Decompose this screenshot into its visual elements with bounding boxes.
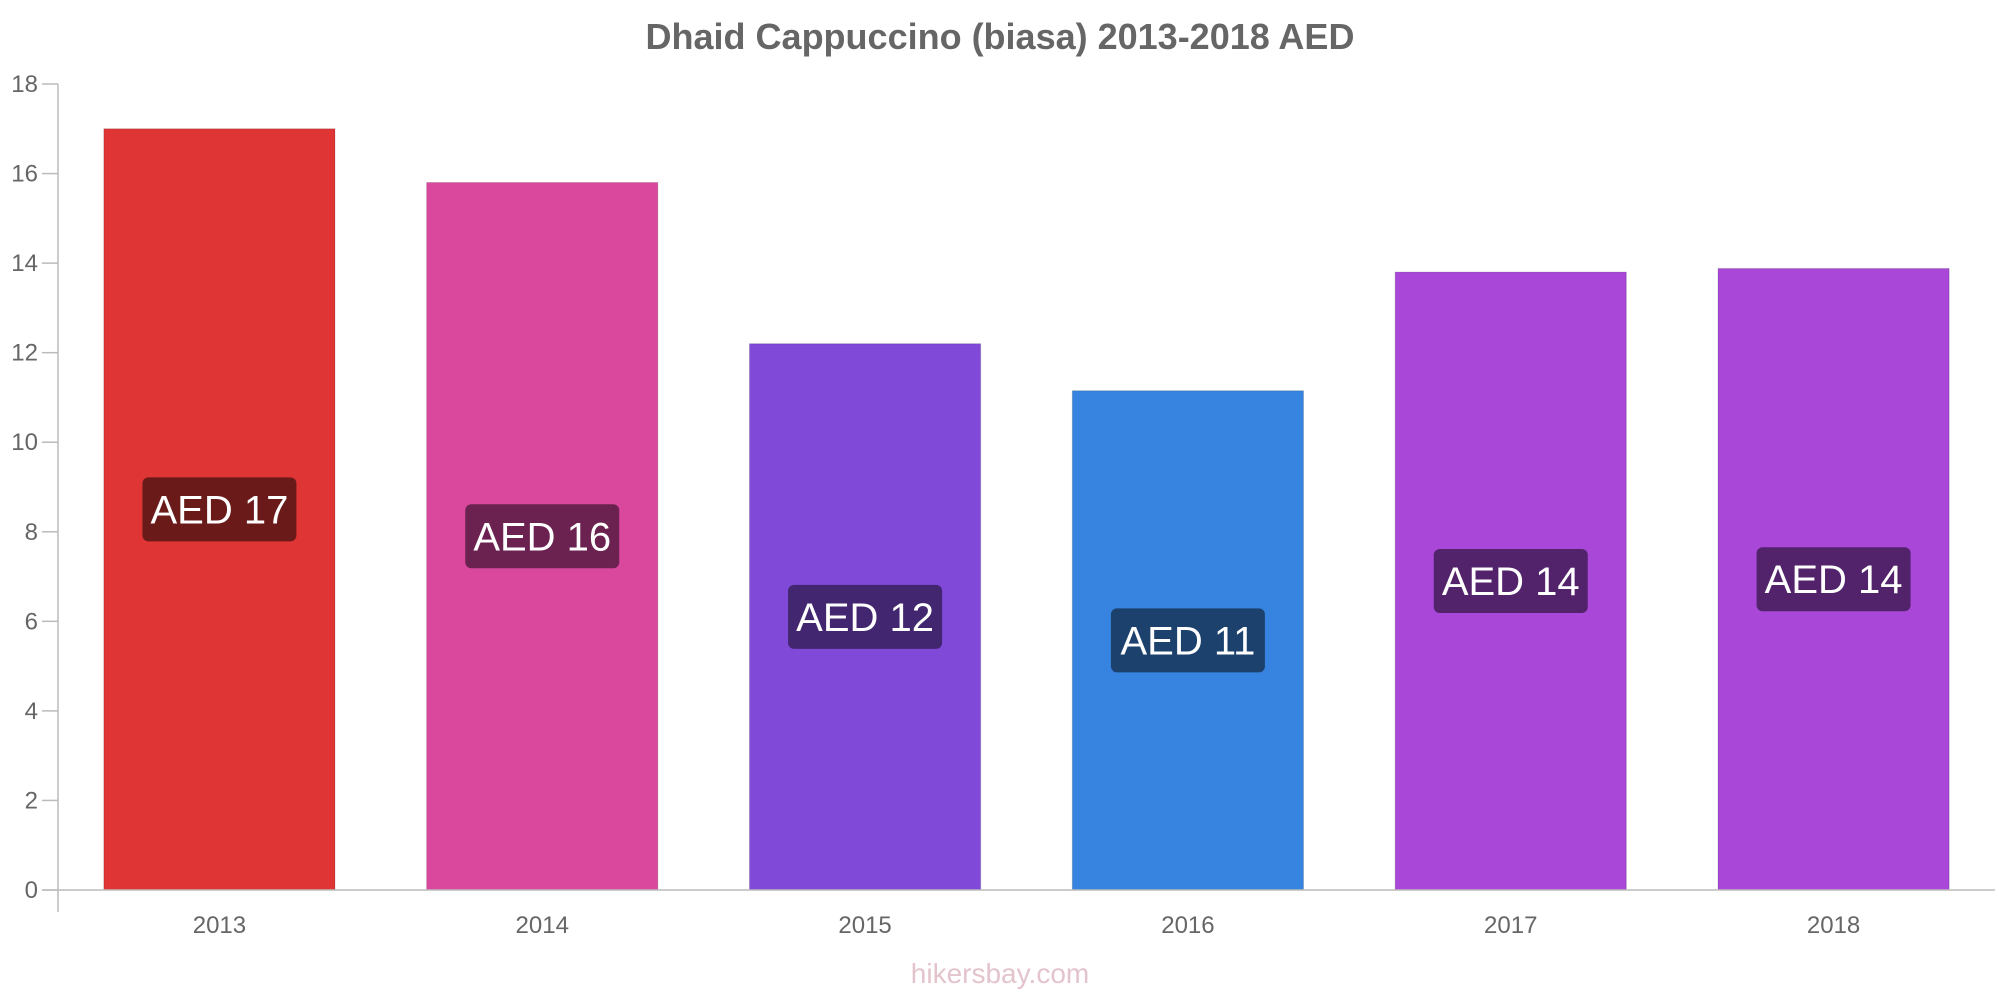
y-tick-label: 4 (25, 698, 38, 725)
data-label-box (788, 584, 943, 649)
x-tick-label: 2014 (516, 912, 569, 939)
data-label-2015: AED 12 (788, 584, 943, 649)
data-label-2016: AED 11 (1110, 608, 1265, 673)
y-tick-label: 8 (25, 519, 38, 546)
data-label-box (1433, 549, 1588, 614)
data-label-text: AED 12 (796, 596, 934, 640)
data-label-text: AED 14 (1765, 558, 1903, 602)
data-label-text: AED 14 (1442, 560, 1580, 604)
x-axis: 2013 2014 2015 2016 2017 2018 (42, 889, 1995, 939)
data-label-box (465, 504, 620, 569)
y-tick-label: 12 (11, 340, 38, 367)
x-tick-label: 2016 (1161, 912, 1214, 939)
data-label-box (1110, 608, 1265, 673)
y-tick-label: 14 (11, 250, 38, 277)
x-tick-label: 2013 (193, 912, 246, 939)
y-axis: 0 2 4 6 8 10 12 14 16 18 (11, 71, 59, 912)
y-tick-label: 2 (25, 787, 38, 814)
data-label-2013: AED 17 (142, 477, 297, 542)
x-tick-label: 2018 (1807, 912, 1860, 939)
data-label-box (142, 477, 297, 542)
x-tick-label: 2015 (838, 912, 891, 939)
x-tick-label: 2017 (1484, 912, 1537, 939)
data-label-text: AED 17 (150, 488, 288, 532)
data-label-box (1756, 547, 1911, 612)
data-label-2017: AED 14 (1433, 549, 1588, 614)
data-label-text: AED 16 (473, 515, 611, 559)
chart-title: Dhaid Cappuccino (biasa) 2013-2018 AED (645, 16, 1355, 57)
data-label-text: AED 11 (1120, 619, 1255, 663)
y-tick-label: 16 (11, 161, 38, 188)
data-label-2014: AED 16 (465, 504, 620, 569)
y-tick-label: 0 (25, 877, 38, 904)
y-tick-label: 10 (11, 429, 38, 456)
y-tick-label: 6 (25, 608, 38, 635)
bars (103, 128, 1950, 891)
watermark: hikersbay.com (910, 958, 1090, 989)
data-labels: AED 17 AED 16 AED 12 AED 11 AED 14 AED 14 (142, 477, 1911, 673)
y-tick-label: 18 (11, 71, 38, 98)
data-label-2018: AED 14 (1756, 547, 1911, 612)
